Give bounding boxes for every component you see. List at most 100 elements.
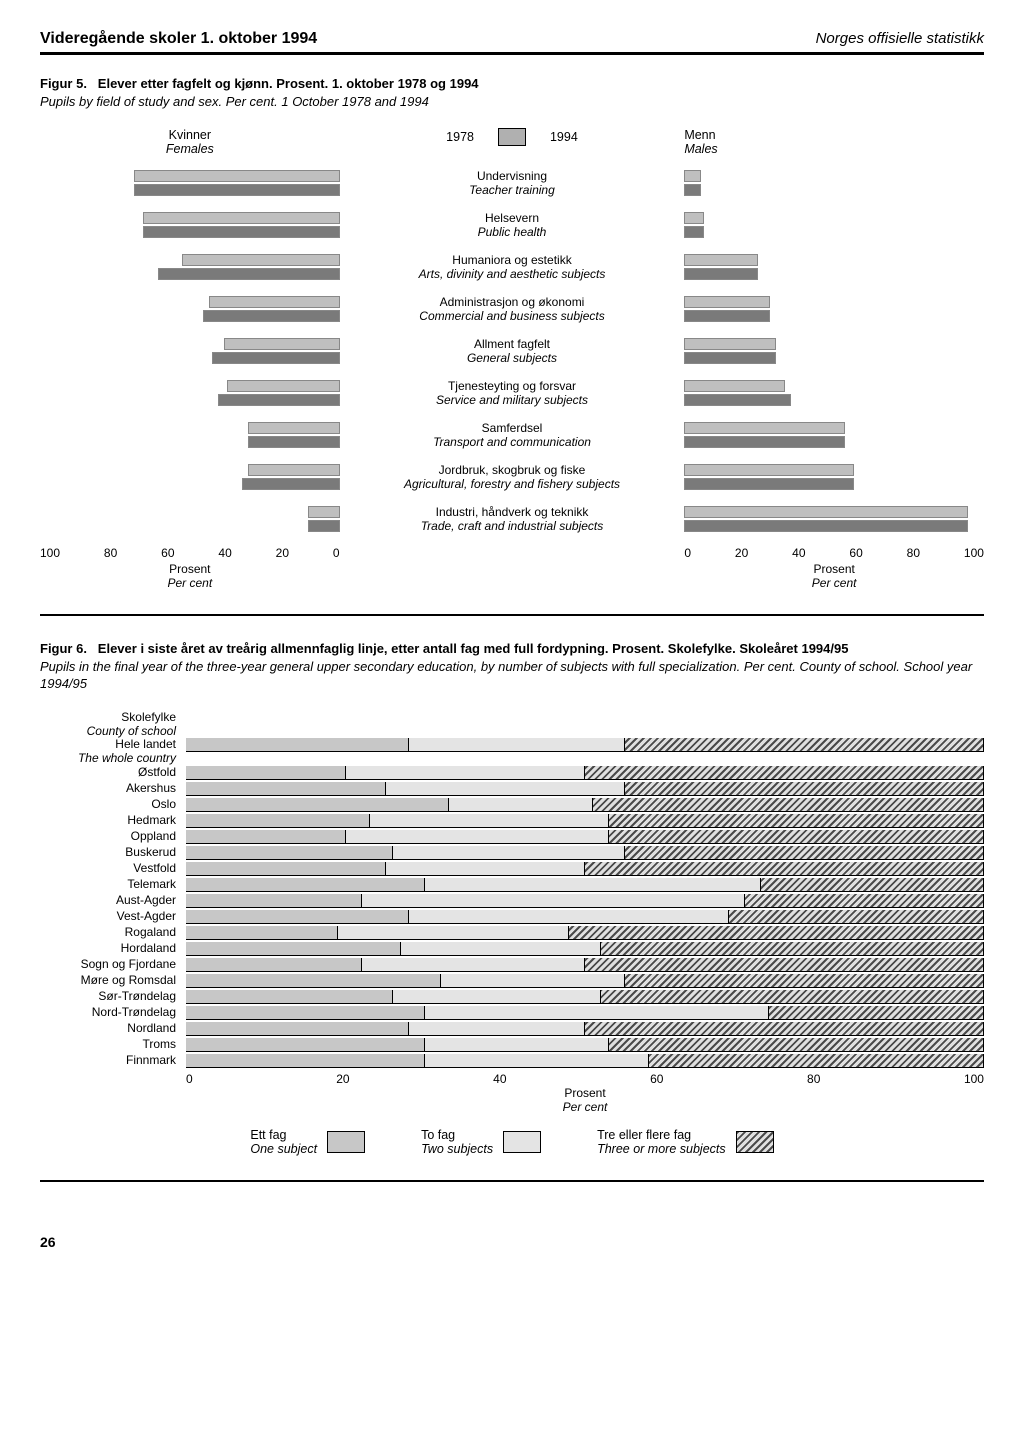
fig6-bar [186, 1038, 984, 1052]
fig6-bar [186, 738, 984, 752]
fig5-male-bars [684, 252, 984, 282]
fig6-county-label: Hedmark [40, 814, 180, 830]
legend-swatch [327, 1131, 365, 1153]
fig6-county-label: Aust-Agder [40, 894, 180, 910]
fig5-right-head-no: Menn [684, 128, 715, 142]
fig5-axis-no-right: Prosent [813, 562, 854, 576]
axis-tick: 20 [336, 1072, 349, 1086]
fig6-legend-item: To fagTwo subjects [421, 1128, 541, 1156]
fig6-axis-label: ProsentPer cent [186, 1086, 984, 1114]
fig6-legend: Ett fagOne subjectTo fagTwo subjectsTre … [40, 1128, 984, 1156]
divider-1 [40, 614, 984, 616]
fig6-caption-italic: Pupils in the final year of the three-ye… [40, 659, 972, 692]
fig5-category-label: Administrasjon og økonomiCommercial and … [340, 293, 685, 326]
fig6-county-label: Sogn og Fjordane [40, 958, 180, 974]
axis-tick: 40 [792, 546, 805, 560]
fig5-category-label: Humaniora og estetikkArts, divinity and … [340, 251, 685, 284]
fig6-bar [186, 894, 984, 908]
fig5-category-label: HelsevernPublic health [340, 209, 685, 242]
fig5-female-bars [40, 420, 340, 450]
fig5-row: Allment fagfeltGeneral subjects [40, 330, 984, 372]
fig5-category-label: SamferdselTransport and communication [340, 419, 685, 452]
legend-swatch [736, 1131, 774, 1153]
axis-tick: 40 [493, 1072, 506, 1086]
fig5-axis-no-left: Prosent [169, 562, 210, 576]
axis-tick: 0 [684, 546, 691, 560]
fig6-bar [186, 878, 984, 892]
fig6-county-head: Skolefylke County of school [40, 711, 180, 739]
divider-2 [40, 1180, 984, 1182]
fig6-bar [186, 798, 984, 812]
fig5-year1: 1978 [446, 130, 474, 144]
axis-tick: 80 [104, 546, 117, 560]
fig5-category-label: UndervisningTeacher training [340, 167, 685, 200]
page-header: Videregående skoler 1. oktober 1994 Norg… [40, 30, 984, 55]
fig5-caption: Figur 5. Elever etter fagfelt og kjønn. … [40, 75, 984, 110]
fig5-left-head-no: Kvinner [169, 128, 211, 142]
fig6-bar [186, 830, 984, 844]
fig5-female-bars [40, 210, 340, 240]
fig6-county-label: Oslo [40, 798, 180, 814]
fig6-bar [186, 974, 984, 988]
fig5-right-head-en: Males [684, 142, 717, 156]
axis-tick: 0 [333, 546, 340, 560]
fig6-county-label: Hele landetThe whole country [40, 738, 180, 766]
fig6-axis: 020406080100 [186, 1072, 984, 1086]
fig6-bar [186, 910, 984, 924]
fig5-caption-italic: Pupils by field of study and sex. Per ce… [40, 94, 429, 109]
fig6-bar [186, 1022, 984, 1036]
fig6-county-label: Sør-Trøndelag [40, 990, 180, 1006]
fig6-bar [186, 926, 984, 940]
fig6-bar [186, 942, 984, 956]
fig6-county-label: Troms [40, 1038, 180, 1054]
fig5-male-bars [684, 504, 984, 534]
fig5-female-bars [40, 252, 340, 282]
fig6-county-label: Oppland [40, 830, 180, 846]
fig5-row: UndervisningTeacher training [40, 162, 984, 204]
fig6-county-label: Vestfold [40, 862, 180, 878]
fig5-male-bars [684, 420, 984, 450]
fig5-female-bars [40, 336, 340, 366]
axis-tick: 0 [186, 1072, 193, 1086]
fig6-county-label: Telemark [40, 878, 180, 894]
fig5-male-bars [684, 378, 984, 408]
fig5-category-label: Allment fagfeltGeneral subjects [340, 335, 685, 368]
axis-tick: 100 [40, 546, 60, 560]
fig6-county-label: Akershus [40, 782, 180, 798]
fig5-female-bars [40, 294, 340, 324]
fig5-female-bars [40, 378, 340, 408]
fig6-county-label: Østfold [40, 766, 180, 782]
fig6-county-label: Rogaland [40, 926, 180, 942]
header-left: Videregående skoler 1. oktober 1994 [40, 30, 317, 48]
fig5-category-label: Industri, håndverk og teknikkTrade, craf… [340, 503, 685, 536]
fig6-bar [186, 782, 984, 796]
axis-tick: 80 [907, 546, 920, 560]
page-number: 26 [40, 1234, 984, 1250]
fig6-county-label: Møre og Romsdal [40, 974, 180, 990]
legend-swatch [503, 1131, 541, 1153]
axis-tick: 60 [161, 546, 174, 560]
fig6-bar [186, 1006, 984, 1020]
fig5-male-bars [684, 294, 984, 324]
fig6-county-label: Buskerud [40, 846, 180, 862]
fig5-female-bars [40, 504, 340, 534]
fig5-caption-label: Figur 5. [40, 76, 87, 91]
fig5-male-bars [684, 462, 984, 492]
fig6-bar [186, 862, 984, 876]
fig6-caption-bold: Elever i siste året av treårig allmennfa… [98, 641, 849, 656]
fig5-row: Humaniora og estetikkArts, divinity and … [40, 246, 984, 288]
fig6-county-label: Hordaland [40, 942, 180, 958]
fig6-county-label: Finnmark [40, 1054, 180, 1070]
axis-tick: 40 [218, 546, 231, 560]
fig5-axis-en-left: Per cent [167, 576, 212, 590]
axis-tick: 100 [964, 1072, 984, 1086]
fig5-female-bars [40, 168, 340, 198]
axis-tick: 80 [807, 1072, 820, 1086]
fig5-row: Jordbruk, skogbruk og fiskeAgricultural,… [40, 456, 984, 498]
axis-tick: 20 [276, 546, 289, 560]
fig6-bar [186, 766, 984, 780]
fig5-category-label: Tjenesteyting og forsvarService and mili… [340, 377, 685, 410]
fig5-row: Administrasjon og økonomiCommercial and … [40, 288, 984, 330]
fig5-legend: 1978 1994 [340, 128, 685, 146]
fig5-axis-en-right: Per cent [812, 576, 857, 590]
